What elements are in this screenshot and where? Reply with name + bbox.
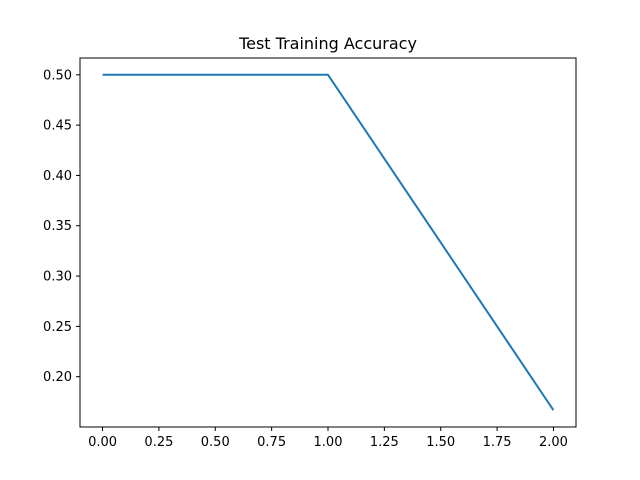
x-tick-label: 1.75 [483, 435, 512, 450]
x-axis: 0.00 0.25 0.50 0.75 1.00 1.25 1.50 1.75 2.00 [88, 427, 568, 450]
x-tick-label: 0.00 [88, 435, 117, 450]
y-tick-label: 0.50 [43, 68, 72, 83]
y-axis: 0.20 0.25 0.30 0.35 0.40 0.45 0.50 [43, 68, 80, 385]
x-tick-label: 2.00 [539, 435, 568, 450]
series-layer [102, 73, 555, 411]
x-tick-label: 1.00 [314, 435, 343, 450]
plot-frame [79, 57, 577, 428]
series-line [102, 73, 555, 411]
y-tick-label: 0.30 [43, 270, 72, 285]
x-tick-label: 0.25 [144, 435, 173, 450]
y-tick-label: 0.20 [43, 370, 72, 385]
y-tick-label: 0.25 [43, 320, 72, 335]
y-tick-label: 0.40 [43, 169, 72, 184]
y-tick-label: 0.45 [43, 119, 72, 134]
x-tick-label: 0.75 [257, 435, 286, 450]
y-tick-label: 0.35 [43, 219, 72, 234]
x-tick-label: 1.25 [370, 435, 399, 450]
x-tick-label: 0.50 [201, 435, 230, 450]
chart-title: Test Training Accuracy [238, 34, 417, 53]
x-tick-label: 1.50 [426, 435, 455, 450]
